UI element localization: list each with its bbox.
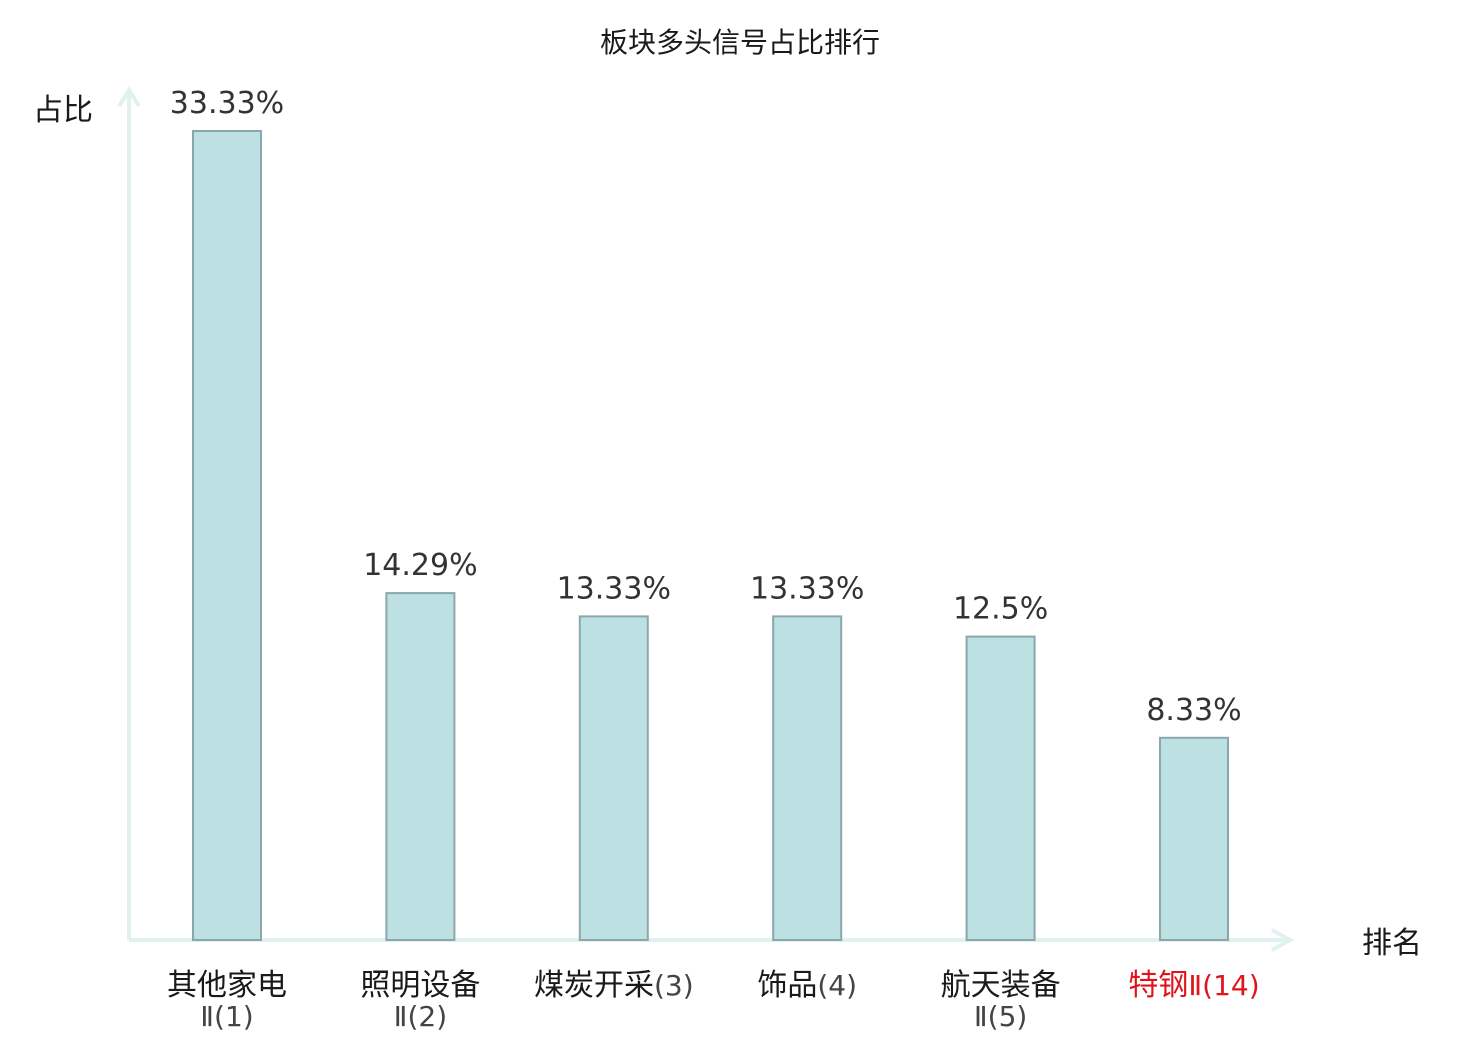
bar bbox=[772, 615, 843, 942]
x-tick-rank: (4) bbox=[817, 969, 857, 1002]
data-label: 13.33% bbox=[557, 571, 671, 606]
bar bbox=[192, 130, 262, 941]
x-tick-name: 煤炭开采 bbox=[534, 968, 654, 1003]
x-tick-label: 特钢Ⅱ(14) bbox=[1128, 968, 1259, 1003]
x-tick-rank: Ⅱ(14) bbox=[1188, 969, 1259, 1002]
x-tick-name: 特钢 bbox=[1128, 968, 1188, 1003]
bar bbox=[1159, 736, 1229, 941]
data-label: 13.33% bbox=[750, 571, 864, 606]
x-tick-rank: Ⅱ(5) bbox=[974, 1000, 1027, 1033]
bar bbox=[578, 615, 649, 942]
x-tick-label: 饰品(4) bbox=[757, 968, 857, 1003]
bars-group bbox=[192, 130, 1229, 942]
x-tick-label: 其他家电 bbox=[167, 968, 287, 1003]
data-label: 8.33% bbox=[1146, 693, 1241, 728]
data-label: 14.29% bbox=[363, 548, 477, 583]
x-tick-rank: Ⅱ(1) bbox=[200, 1000, 253, 1033]
x-axis-label: 排名 bbox=[1362, 926, 1422, 961]
y-axis bbox=[117, 86, 141, 940]
x-tick-label: 航天装备 bbox=[941, 968, 1061, 1003]
data-label: 12.5% bbox=[953, 592, 1048, 627]
value-labels-group: 33.33% 14.29% 13.33% 13.33% 12.5% 8.33% bbox=[170, 86, 1242, 728]
x-tick-label: 煤炭开采(3) bbox=[534, 968, 694, 1003]
chart-title: 板块多头信号占比排行 bbox=[600, 26, 880, 59]
bar bbox=[385, 592, 456, 941]
data-label: 33.33% bbox=[170, 86, 284, 121]
x-tick-rank: Ⅱ(2) bbox=[394, 1000, 447, 1033]
x-axis bbox=[129, 928, 1295, 952]
bar bbox=[965, 635, 1036, 941]
x-tick-rank: (3) bbox=[654, 969, 694, 1002]
x-tick-name: 饰品 bbox=[757, 968, 817, 1003]
x-tick-label: 照明设备 bbox=[360, 968, 480, 1003]
y-axis-label: 占比 bbox=[33, 93, 93, 128]
